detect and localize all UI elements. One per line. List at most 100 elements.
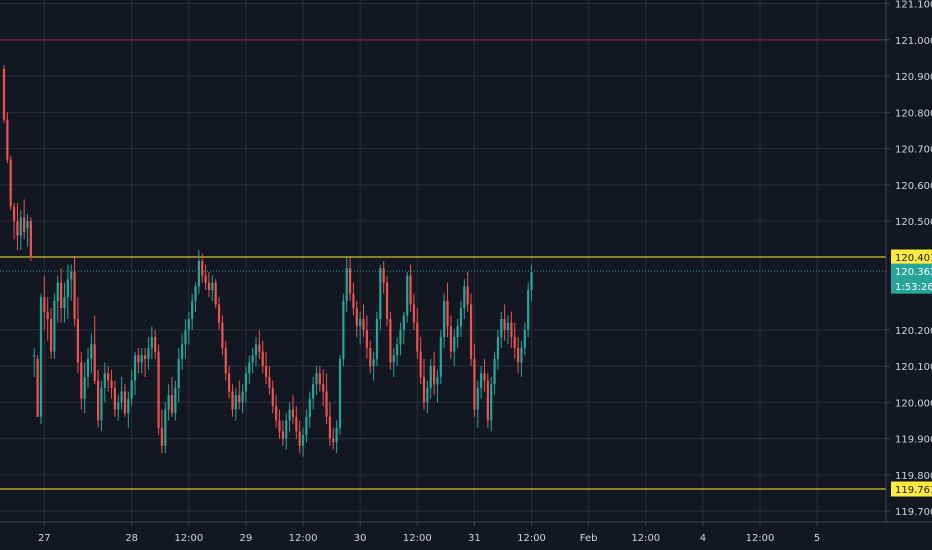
candle-body — [503, 319, 506, 330]
candle — [170, 377, 174, 417]
candle — [211, 275, 214, 301]
candle — [107, 366, 110, 392]
candle — [382, 261, 385, 294]
candle-body — [312, 384, 315, 399]
candle — [439, 329, 442, 385]
candle-body — [228, 373, 231, 392]
candle — [513, 322, 516, 359]
candle-body — [147, 348, 150, 359]
candle-body — [322, 384, 325, 392]
candle-body — [369, 348, 372, 367]
candle-body — [365, 329, 368, 348]
candle-body — [335, 427, 338, 443]
candle-body — [483, 373, 486, 381]
candle — [298, 420, 301, 454]
candle-body — [127, 398, 130, 414]
candle-body — [238, 395, 241, 403]
candle — [348, 257, 352, 301]
candle-body — [379, 268, 382, 319]
candle-body — [9, 159, 12, 207]
time-axis[interactable]: 27 28 12:00 29 12:00 30 12:00 31 12:00 Feb 12:00 4 1… — [38, 522, 820, 544]
candle — [110, 369, 113, 399]
time-tick-label: 4 — [700, 533, 706, 544]
price-axis[interactable]: 121.100 121.000 120.900 120.800 120.700 120.6… — [886, 0, 932, 518]
candle — [180, 333, 184, 370]
candle-body — [352, 293, 355, 309]
candle — [133, 351, 137, 396]
candle-body — [217, 304, 221, 323]
candle-body — [392, 355, 395, 363]
candle-body — [80, 362, 83, 399]
candle — [49, 308, 53, 359]
candle — [335, 420, 338, 454]
candle — [12, 203, 16, 240]
candle — [389, 311, 392, 370]
candle-body — [355, 308, 358, 327]
candle — [305, 409, 308, 443]
candle — [26, 213, 29, 247]
candle — [19, 210, 22, 251]
candle — [315, 366, 318, 396]
candle — [291, 395, 295, 425]
candle-body — [500, 319, 503, 338]
candle-body — [325, 391, 328, 417]
time-tick-label: 31 — [468, 533, 481, 544]
candle — [244, 366, 248, 403]
candle — [365, 315, 368, 359]
price-tick-label: 119.800 — [895, 471, 932, 482]
candle — [406, 271, 409, 323]
candle-body — [396, 344, 399, 356]
candle-body — [164, 409, 167, 446]
candle — [480, 366, 483, 399]
candle — [318, 366, 321, 392]
candle-body — [66, 279, 69, 298]
candle-body — [275, 406, 278, 421]
candle — [117, 395, 120, 421]
time-tick-label: 5 — [814, 533, 820, 544]
candle — [379, 264, 382, 330]
candle-body — [23, 217, 26, 232]
price-tick-label: 120.200 — [895, 326, 932, 337]
candle-body — [439, 337, 442, 377]
candle-body — [443, 300, 446, 338]
candle — [345, 257, 348, 312]
candle-body — [157, 351, 160, 428]
candle-body — [375, 319, 379, 359]
candle — [70, 264, 73, 301]
candle — [238, 380, 241, 410]
candle — [76, 297, 80, 374]
candle-body — [372, 358, 375, 367]
candle — [523, 322, 526, 356]
candle-body — [449, 326, 452, 352]
candle-body — [130, 380, 133, 399]
candle — [140, 348, 143, 374]
candle-body — [295, 416, 298, 432]
time-tick-label: 12:00 — [631, 533, 660, 544]
candle-body — [231, 391, 234, 410]
candle-body — [63, 297, 66, 309]
candle — [228, 366, 231, 399]
countdown-label: 1:53:26 — [895, 282, 932, 293]
candle — [221, 315, 224, 356]
candle — [36, 355, 39, 417]
candle — [123, 384, 127, 417]
time-tick-label: 12:00 — [746, 533, 775, 544]
candle — [46, 297, 49, 341]
candle — [127, 391, 130, 428]
candle — [53, 293, 56, 359]
candle — [6, 112, 9, 164]
candle-body — [248, 362, 251, 374]
candle-body — [191, 300, 194, 319]
candle-body — [463, 286, 466, 309]
candle — [258, 329, 261, 359]
candle-body — [46, 311, 49, 319]
price-tick-label: 120.100 — [895, 362, 932, 373]
candle — [150, 326, 153, 359]
candle — [278, 409, 281, 439]
candle — [295, 406, 298, 439]
candle — [201, 253, 204, 283]
candle-body — [113, 387, 116, 410]
candle — [312, 377, 315, 410]
resistance-tag-background — [891, 249, 932, 265]
